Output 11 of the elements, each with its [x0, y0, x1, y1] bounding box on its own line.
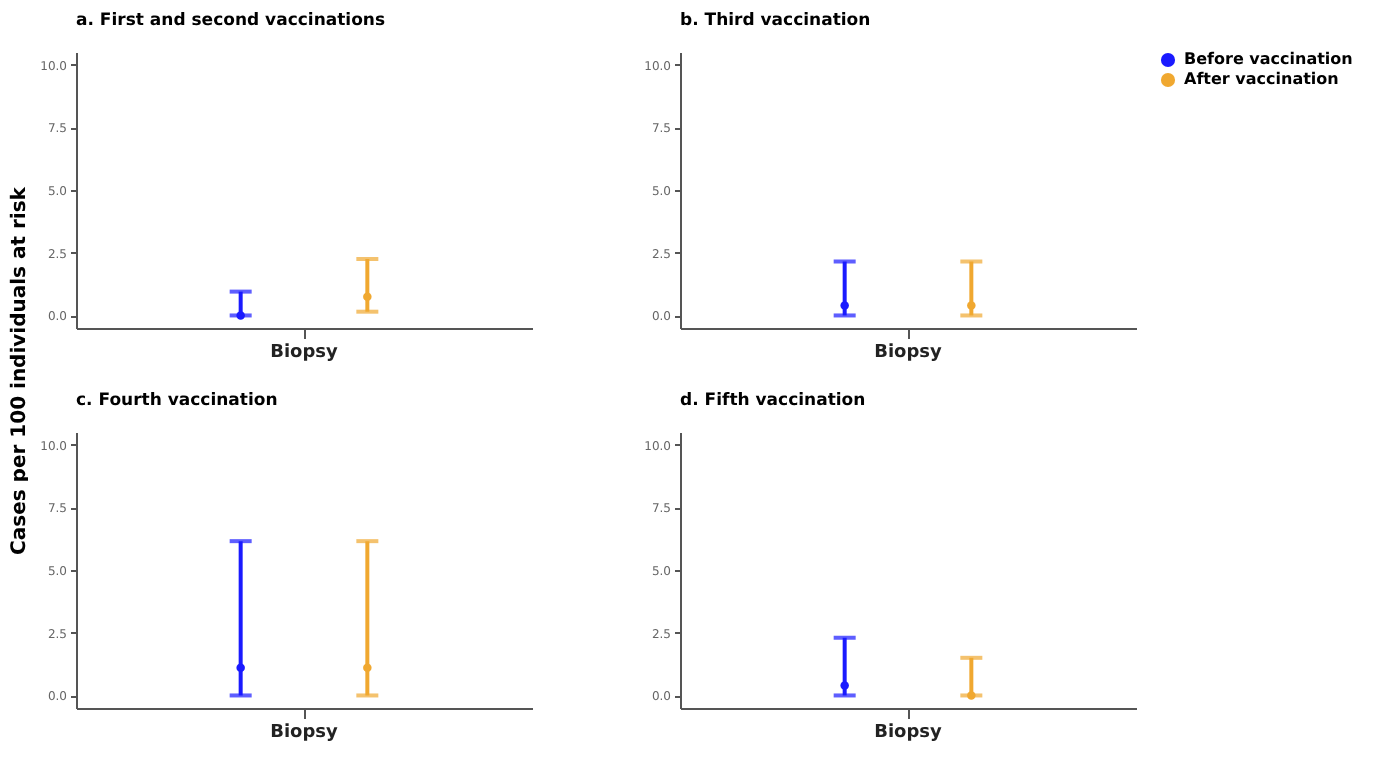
chart-title: a. First and second vaccinations	[76, 11, 386, 31]
x-tick-label: Biopsy	[874, 343, 943, 363]
x-tick-label: Biopsy	[270, 723, 339, 743]
x-tick-label: Biopsy	[270, 343, 339, 363]
legend-label: Before vaccination	[1184, 50, 1354, 68]
chart-title: c. Fourth vaccination	[76, 391, 278, 411]
x-tick-label: Biopsy	[874, 723, 943, 743]
chart-title: d. Fifth vaccination	[680, 391, 866, 411]
chart-title: b. Third vaccination	[680, 11, 871, 31]
y-axis-title: Cases per 100 individuals at risk	[9, 185, 31, 559]
legend-label: After vaccination	[1184, 70, 1340, 88]
